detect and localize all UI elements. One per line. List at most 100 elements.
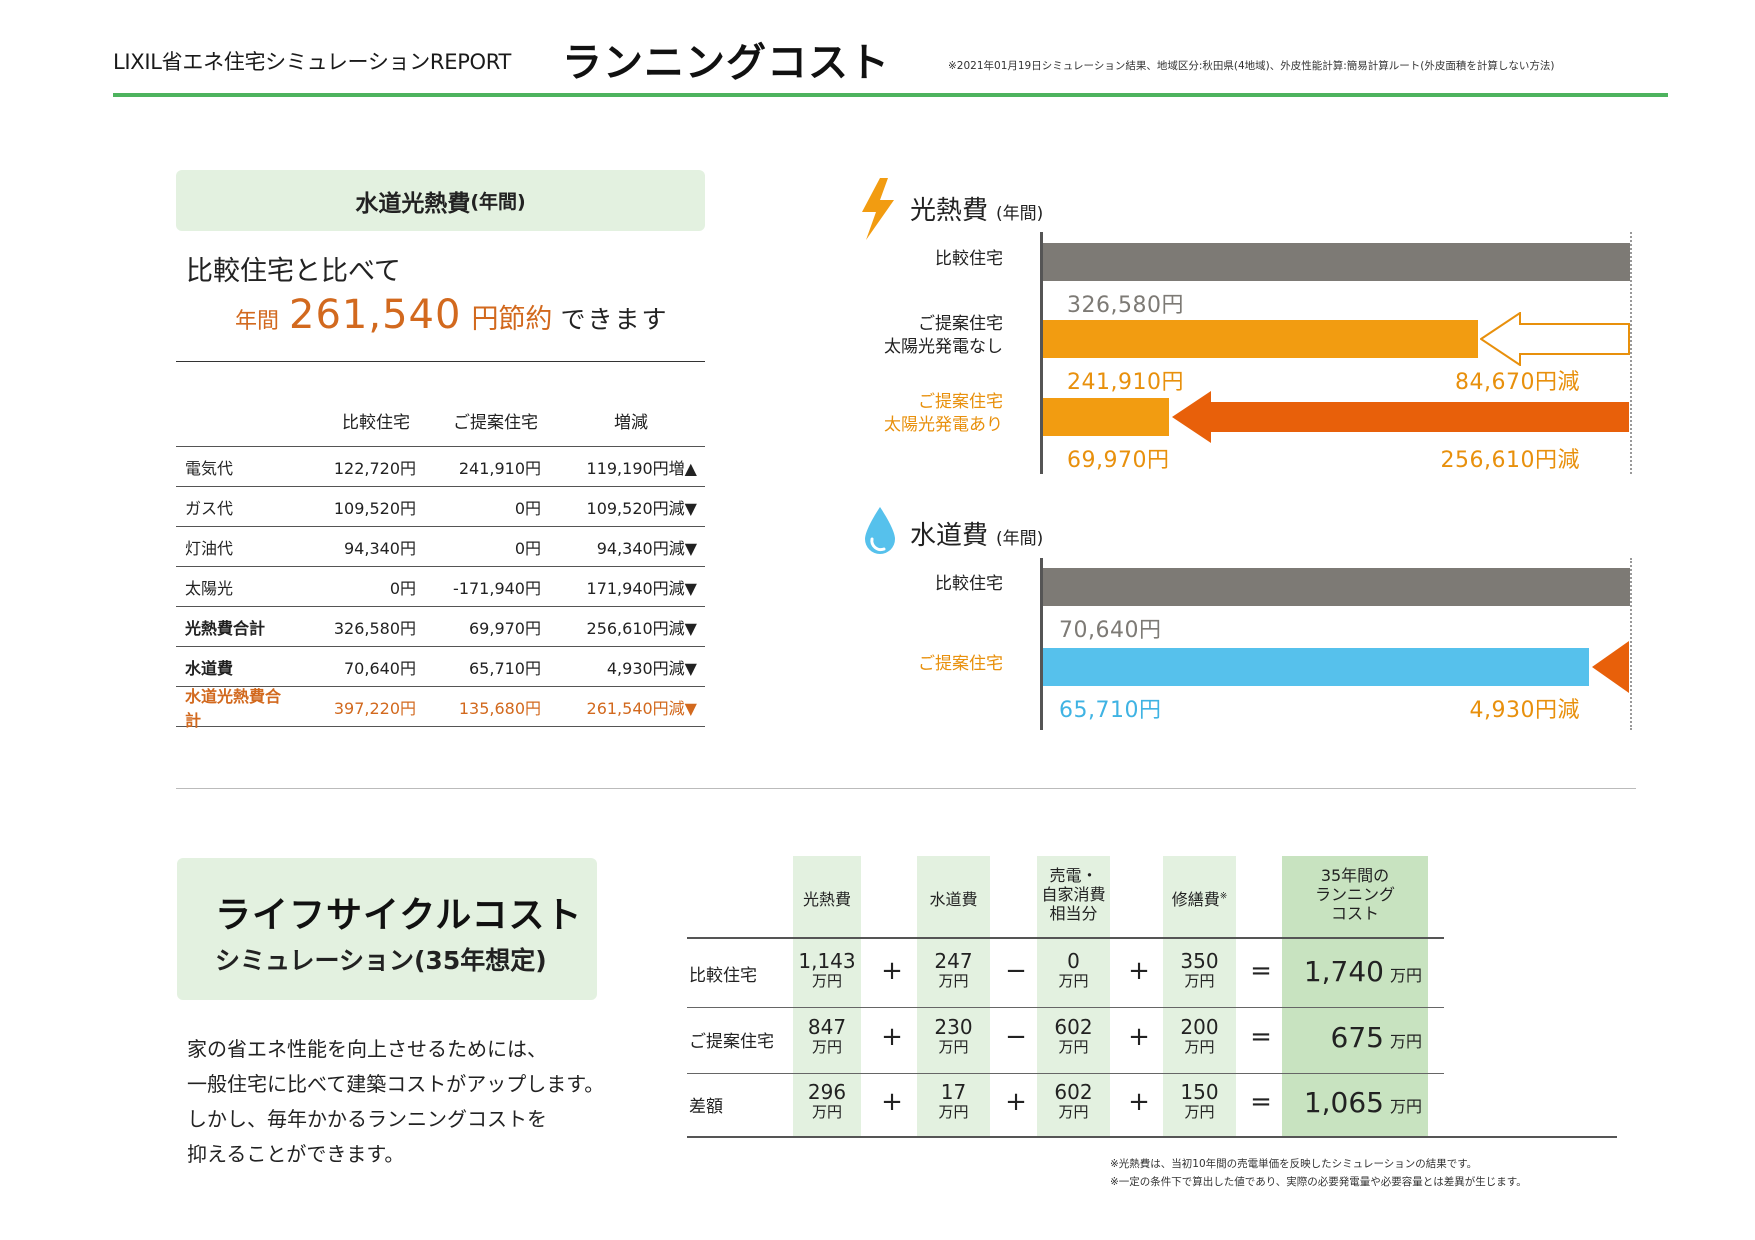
operator-symbol: − bbox=[1005, 956, 1027, 986]
water-title-sub: (年間) bbox=[996, 529, 1044, 549]
lifecycle-cell: 150 万円 bbox=[1163, 1081, 1236, 1121]
utility-table: 比較住宅 ご提案住宅 増減 電気代 122,720円 241,910円 119,190… bbox=[176, 395, 705, 730]
bar-label: 比較住宅 bbox=[823, 248, 1003, 271]
header-total-line: コスト bbox=[1330, 904, 1379, 924]
bar-value: 241,910円 bbox=[1067, 370, 1184, 395]
water-title-text: 水道費 bbox=[910, 521, 989, 551]
energy-chart-title: 光熱費 (年間) bbox=[910, 190, 1043, 227]
table-row: 水道光熱費合計 397,220円 135,680円 261,540円減▼ bbox=[176, 687, 705, 730]
lifecycle-header-rule bbox=[687, 937, 1444, 939]
diff-value: 119,190円増▲ bbox=[586, 458, 697, 478]
lifecycle-cell: 17 万円 bbox=[917, 1081, 990, 1121]
cell-value: 602 bbox=[1054, 1015, 1093, 1039]
cell-unit: 万円 bbox=[811, 1103, 842, 1121]
water-drop-icon bbox=[865, 507, 895, 554]
operator-symbol: = bbox=[1250, 956, 1272, 986]
cell-unit: 万円 bbox=[1184, 1038, 1215, 1056]
saving-suffix: 円節約 bbox=[471, 304, 553, 335]
lifecycle-row-label: ご提案住宅 bbox=[689, 1032, 774, 1052]
cell-value: 296 bbox=[807, 1080, 847, 1104]
bar-value: 69,970円 bbox=[1067, 448, 1170, 473]
operator-symbol: + bbox=[1128, 956, 1150, 986]
utility-table-header: 比較住宅 ご提案住宅 増減 bbox=[176, 395, 705, 447]
summary-rule bbox=[176, 361, 705, 362]
bar-label: ご提案住宅 太陽光発電あり bbox=[823, 391, 1003, 437]
header-water: 水道費 bbox=[929, 890, 978, 909]
header-sell-line: 相当分 bbox=[1049, 904, 1098, 924]
diff-value: 94,340円減▼ bbox=[596, 538, 697, 558]
utility-box-title-sub: (年間) bbox=[470, 191, 526, 213]
total-value: 1,740 bbox=[1303, 955, 1384, 988]
cell-value: 847 bbox=[807, 1015, 847, 1039]
bar-label-line: ご提案住宅 bbox=[918, 314, 1003, 334]
compare-value: 0円 bbox=[389, 578, 416, 598]
lifecycle-row-rule bbox=[687, 1073, 1444, 1074]
lifecycle-total: 1,740 万円 bbox=[1282, 955, 1422, 988]
total-value: 1,065 bbox=[1303, 1086, 1384, 1119]
total-value: 675 bbox=[1330, 1021, 1384, 1054]
table-row: 水道費 70,640円 65,710円 4,930円減▼ bbox=[176, 647, 705, 687]
table-row: 光熱費合計 326,580円 69,970円 256,610円減▼ bbox=[176, 607, 705, 647]
simulation-note: ※2021年01月19日シミュレーション結果、地域区分:秋田県(4地域)、外皮性… bbox=[948, 60, 1555, 72]
reduction-arrow bbox=[1480, 312, 1630, 366]
reduction-arrow bbox=[1172, 391, 1629, 443]
water-bar bbox=[1043, 568, 1630, 606]
header-total: 35年間の ランニング コスト bbox=[1282, 866, 1428, 924]
operator-symbol: + bbox=[1005, 1087, 1027, 1117]
header-total-line: 35年間の bbox=[1320, 866, 1390, 885]
lifecycle-cell: 602 万円 bbox=[1037, 1016, 1110, 1056]
operator-symbol: = bbox=[1250, 1022, 1272, 1052]
utility-cost-box: 水道光熱費 (年間) bbox=[176, 170, 705, 231]
row-label: 太陽光 bbox=[185, 578, 234, 598]
compare-value: 326,580円 bbox=[333, 618, 416, 638]
lifecycle-cell: 1,143 万円 bbox=[793, 950, 861, 990]
proposal-value: 65,710円 bbox=[469, 658, 541, 678]
lifecycle-cell: 247 万円 bbox=[917, 950, 990, 990]
reduction-value: 256,610円減 bbox=[1440, 448, 1580, 473]
header-repair-text: 修繕費 bbox=[1171, 890, 1220, 909]
energy-title-text: 光熱費 bbox=[910, 196, 989, 226]
desc-line: しかし、毎年かかるランニングコストを bbox=[187, 1107, 547, 1131]
compare-value: 109,520円 bbox=[333, 498, 416, 518]
cell-unit: 万円 bbox=[938, 1038, 969, 1056]
cell-value: 0 bbox=[1067, 949, 1080, 973]
header-rule bbox=[113, 93, 1668, 97]
saving-amount: 261,540 bbox=[289, 292, 462, 338]
bar-label-line: 太陽光発電なし bbox=[884, 336, 1003, 357]
lifecycle-description: 家の省エネ性能を向上させるためには、 一般住宅に比べて建築コストがアップします。… bbox=[187, 1032, 604, 1172]
water-max-line bbox=[1630, 558, 1632, 730]
row-label: ガス代 bbox=[185, 498, 234, 518]
header-sell-line: 売電・ bbox=[1049, 866, 1098, 885]
row-label: 灯油代 bbox=[185, 538, 234, 558]
footnote: ※一定の条件下で算出した値であり、実際の必要発電量や必要容量とは差異が生じます。 bbox=[1110, 1175, 1527, 1188]
saving-tail: できます bbox=[560, 305, 669, 334]
cell-value: 17 bbox=[940, 1080, 967, 1104]
cell-value: 602 bbox=[1054, 1080, 1093, 1104]
energy-axis bbox=[1040, 232, 1043, 474]
lifecycle-row-label: 比較住宅 bbox=[689, 966, 757, 986]
row-label: 水道費 bbox=[185, 658, 234, 678]
operator-symbol: + bbox=[881, 956, 903, 986]
energy-bar bbox=[1043, 243, 1630, 281]
header-repair-mark: ※ bbox=[1219, 891, 1228, 902]
lifecycle-cell: 847 万円 bbox=[793, 1016, 861, 1056]
compare-text: 比較住宅と比べて bbox=[186, 256, 401, 287]
energy-bar bbox=[1043, 320, 1478, 358]
diff-value: 4,930円減▼ bbox=[606, 658, 697, 678]
compare-value: 70,640円 bbox=[344, 658, 416, 678]
header-energy: 光熱費 bbox=[802, 890, 851, 909]
footnote: ※光熱費は、当初10年間の売電単価を反映したシミュレーションの結果です。 bbox=[1110, 1158, 1478, 1170]
proposal-value: 241,910円 bbox=[458, 458, 541, 478]
operator-symbol: + bbox=[1128, 1022, 1150, 1052]
diff-value: 171,940円減▼ bbox=[586, 578, 697, 598]
bar-label: ご提案住宅 太陽光発電なし bbox=[823, 313, 1003, 359]
header-sell-line: 自家消費 bbox=[1041, 885, 1106, 905]
compare-value: 94,340円 bbox=[344, 538, 416, 558]
compare-value: 122,720円 bbox=[333, 458, 416, 478]
operator-symbol: − bbox=[1005, 1022, 1027, 1052]
energy-column-bg bbox=[793, 856, 861, 1137]
lifecycle-cell: 296 万円 bbox=[793, 1081, 861, 1121]
proposal-value: -171,940円 bbox=[453, 578, 541, 598]
bar-label-line: ご提案住宅 bbox=[918, 392, 1003, 412]
page-title: ランニングコスト bbox=[562, 40, 890, 86]
